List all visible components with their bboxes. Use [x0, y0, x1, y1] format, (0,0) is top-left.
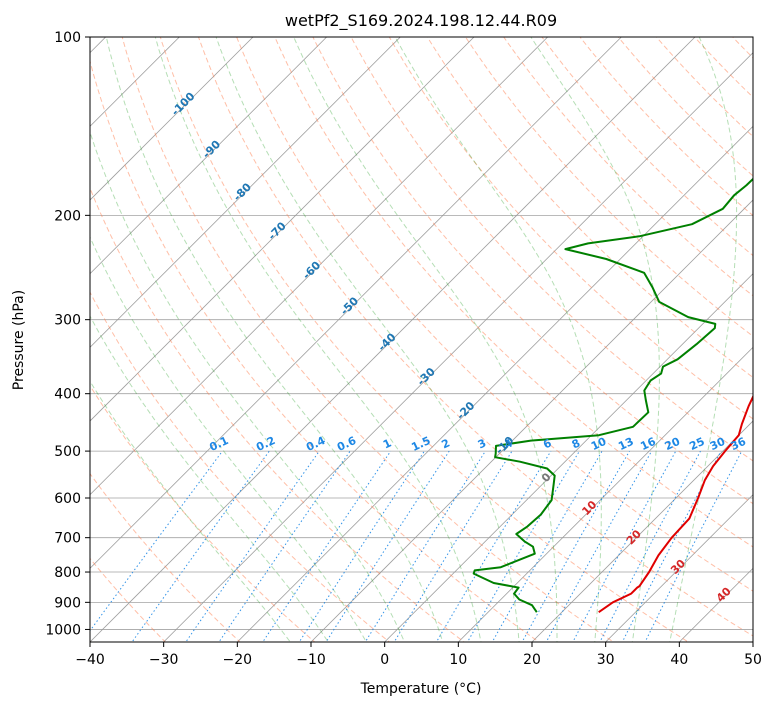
- y-tick-label: 400: [54, 387, 81, 403]
- y-tick-label: 1000: [45, 622, 81, 638]
- mixing-ratio-line: [545, 450, 653, 642]
- mixing-ratio-label: 13: [616, 435, 635, 453]
- x-tick-label: −20: [223, 652, 253, 668]
- moist-adiabat-line: [530, 37, 660, 642]
- isotherm-line: [90, 37, 622, 569]
- dry-adiabat-line: [426, 37, 753, 379]
- y-tick-label: 500: [54, 444, 81, 460]
- dry-adiabat-line: [197, 37, 753, 637]
- y-tick-label: 900: [54, 595, 81, 611]
- isotherm-line: [90, 37, 180, 127]
- dry-adiabat-line: [159, 37, 690, 642]
- dry-adiabat-line: [388, 37, 753, 420]
- isotherm-line: [605, 494, 753, 642]
- x-tick-label: −40: [75, 652, 105, 668]
- isotherm-line: [90, 37, 401, 348]
- y-tick-label: 700: [54, 531, 81, 547]
- moist-adiabat-line: [90, 380, 291, 642]
- isotherm-line: [90, 37, 696, 642]
- mixing-ratio-line: [218, 450, 351, 642]
- dry-adiabat-line: [464, 37, 753, 337]
- mixing-ratio-label: 30: [708, 435, 728, 453]
- isotherm-line: [236, 125, 753, 642]
- mixing-ratio-line: [466, 450, 580, 642]
- mixing-ratio-line: [298, 450, 425, 642]
- mixing-ratio-label: 25: [687, 435, 706, 453]
- data-lines: [472, 177, 753, 614]
- x-tick-label: 10: [449, 652, 467, 668]
- x-tick-label: 40: [670, 652, 688, 668]
- mixing-ratio-line: [185, 450, 320, 642]
- temperature-profile-line: [598, 394, 753, 614]
- x-tick-label: 20: [523, 652, 541, 668]
- dry-adiabat-line: [541, 37, 753, 257]
- isotherm-line: [310, 199, 753, 642]
- mixing-ratio-label: 10: [589, 435, 609, 453]
- dry-adiabat-line: [617, 37, 753, 177]
- x-axis-label: Temperature (°C): [360, 681, 482, 697]
- isotherm-line: [90, 37, 328, 275]
- dry-adiabat-line: [90, 291, 391, 642]
- mixing-ratio-line: [644, 450, 743, 642]
- y-tick-label: 300: [54, 313, 81, 329]
- background-lines: [90, 37, 753, 642]
- x-tick-label: 50: [744, 652, 762, 668]
- moist-adiabat-line: [105, 37, 444, 642]
- mixing-ratio-label: 20: [663, 435, 683, 453]
- isotherm-line: [163, 52, 753, 642]
- dry-adiabat-line: [236, 37, 753, 592]
- dewpoint-profile-line: [472, 177, 753, 613]
- moist-adiabat-line: [90, 235, 367, 642]
- isotherm-line: [90, 37, 254, 201]
- y-tick-label: 800: [54, 565, 81, 581]
- isotherm-line: [457, 346, 753, 642]
- mixing-ratio-line: [491, 450, 603, 642]
- moist-adiabat-line: [154, 37, 482, 642]
- dry-adiabat-line: [655, 37, 753, 138]
- dry-adiabat-line: [90, 186, 465, 642]
- moist-adiabat-line: [394, 37, 602, 642]
- x-tick-label: 0: [380, 652, 389, 668]
- axes: −40 −30 −20 −10 0 10 20 30 40 50 100 200 300 400 500 60…: [45, 30, 762, 668]
- mixing-ratio-line: [262, 450, 392, 642]
- isotherm-line: [90, 37, 549, 496]
- mixing-ratio-label: 36: [729, 435, 749, 453]
- dry-adiabat-line: [350, 37, 753, 462]
- mixing-ratio-line: [131, 450, 270, 642]
- y-tick-label: 600: [54, 491, 81, 507]
- dry-adiabat-line: [90, 384, 316, 642]
- y-tick-label: 200: [54, 208, 81, 224]
- moist-adiabat-line: [215, 37, 520, 642]
- mixing-ratio-label: 16: [638, 435, 658, 453]
- isotherm-line: [531, 420, 753, 642]
- mixing-ratio-line: [435, 450, 552, 642]
- y-tick-label: 100: [54, 30, 81, 46]
- plot-frame: [89, 36, 754, 643]
- chart-title: wetPf2_S169.2024.198.12.44.R09: [285, 11, 557, 31]
- isotherm-line: [90, 37, 475, 422]
- moist-adiabat-line: [90, 130, 406, 642]
- dry-adiabat-line: [274, 37, 753, 548]
- moist-adiabat-line: [293, 37, 558, 642]
- y-axis-label: Pressure (hPa): [11, 290, 27, 390]
- moist-adiabat-line: [669, 37, 738, 642]
- x-tick-label: 30: [597, 652, 615, 668]
- mixing-ratio-line: [325, 450, 450, 642]
- x-tick-label: −10: [296, 652, 326, 668]
- x-tick-label: −30: [149, 652, 179, 668]
- moist-adiabat-line: [90, 314, 329, 642]
